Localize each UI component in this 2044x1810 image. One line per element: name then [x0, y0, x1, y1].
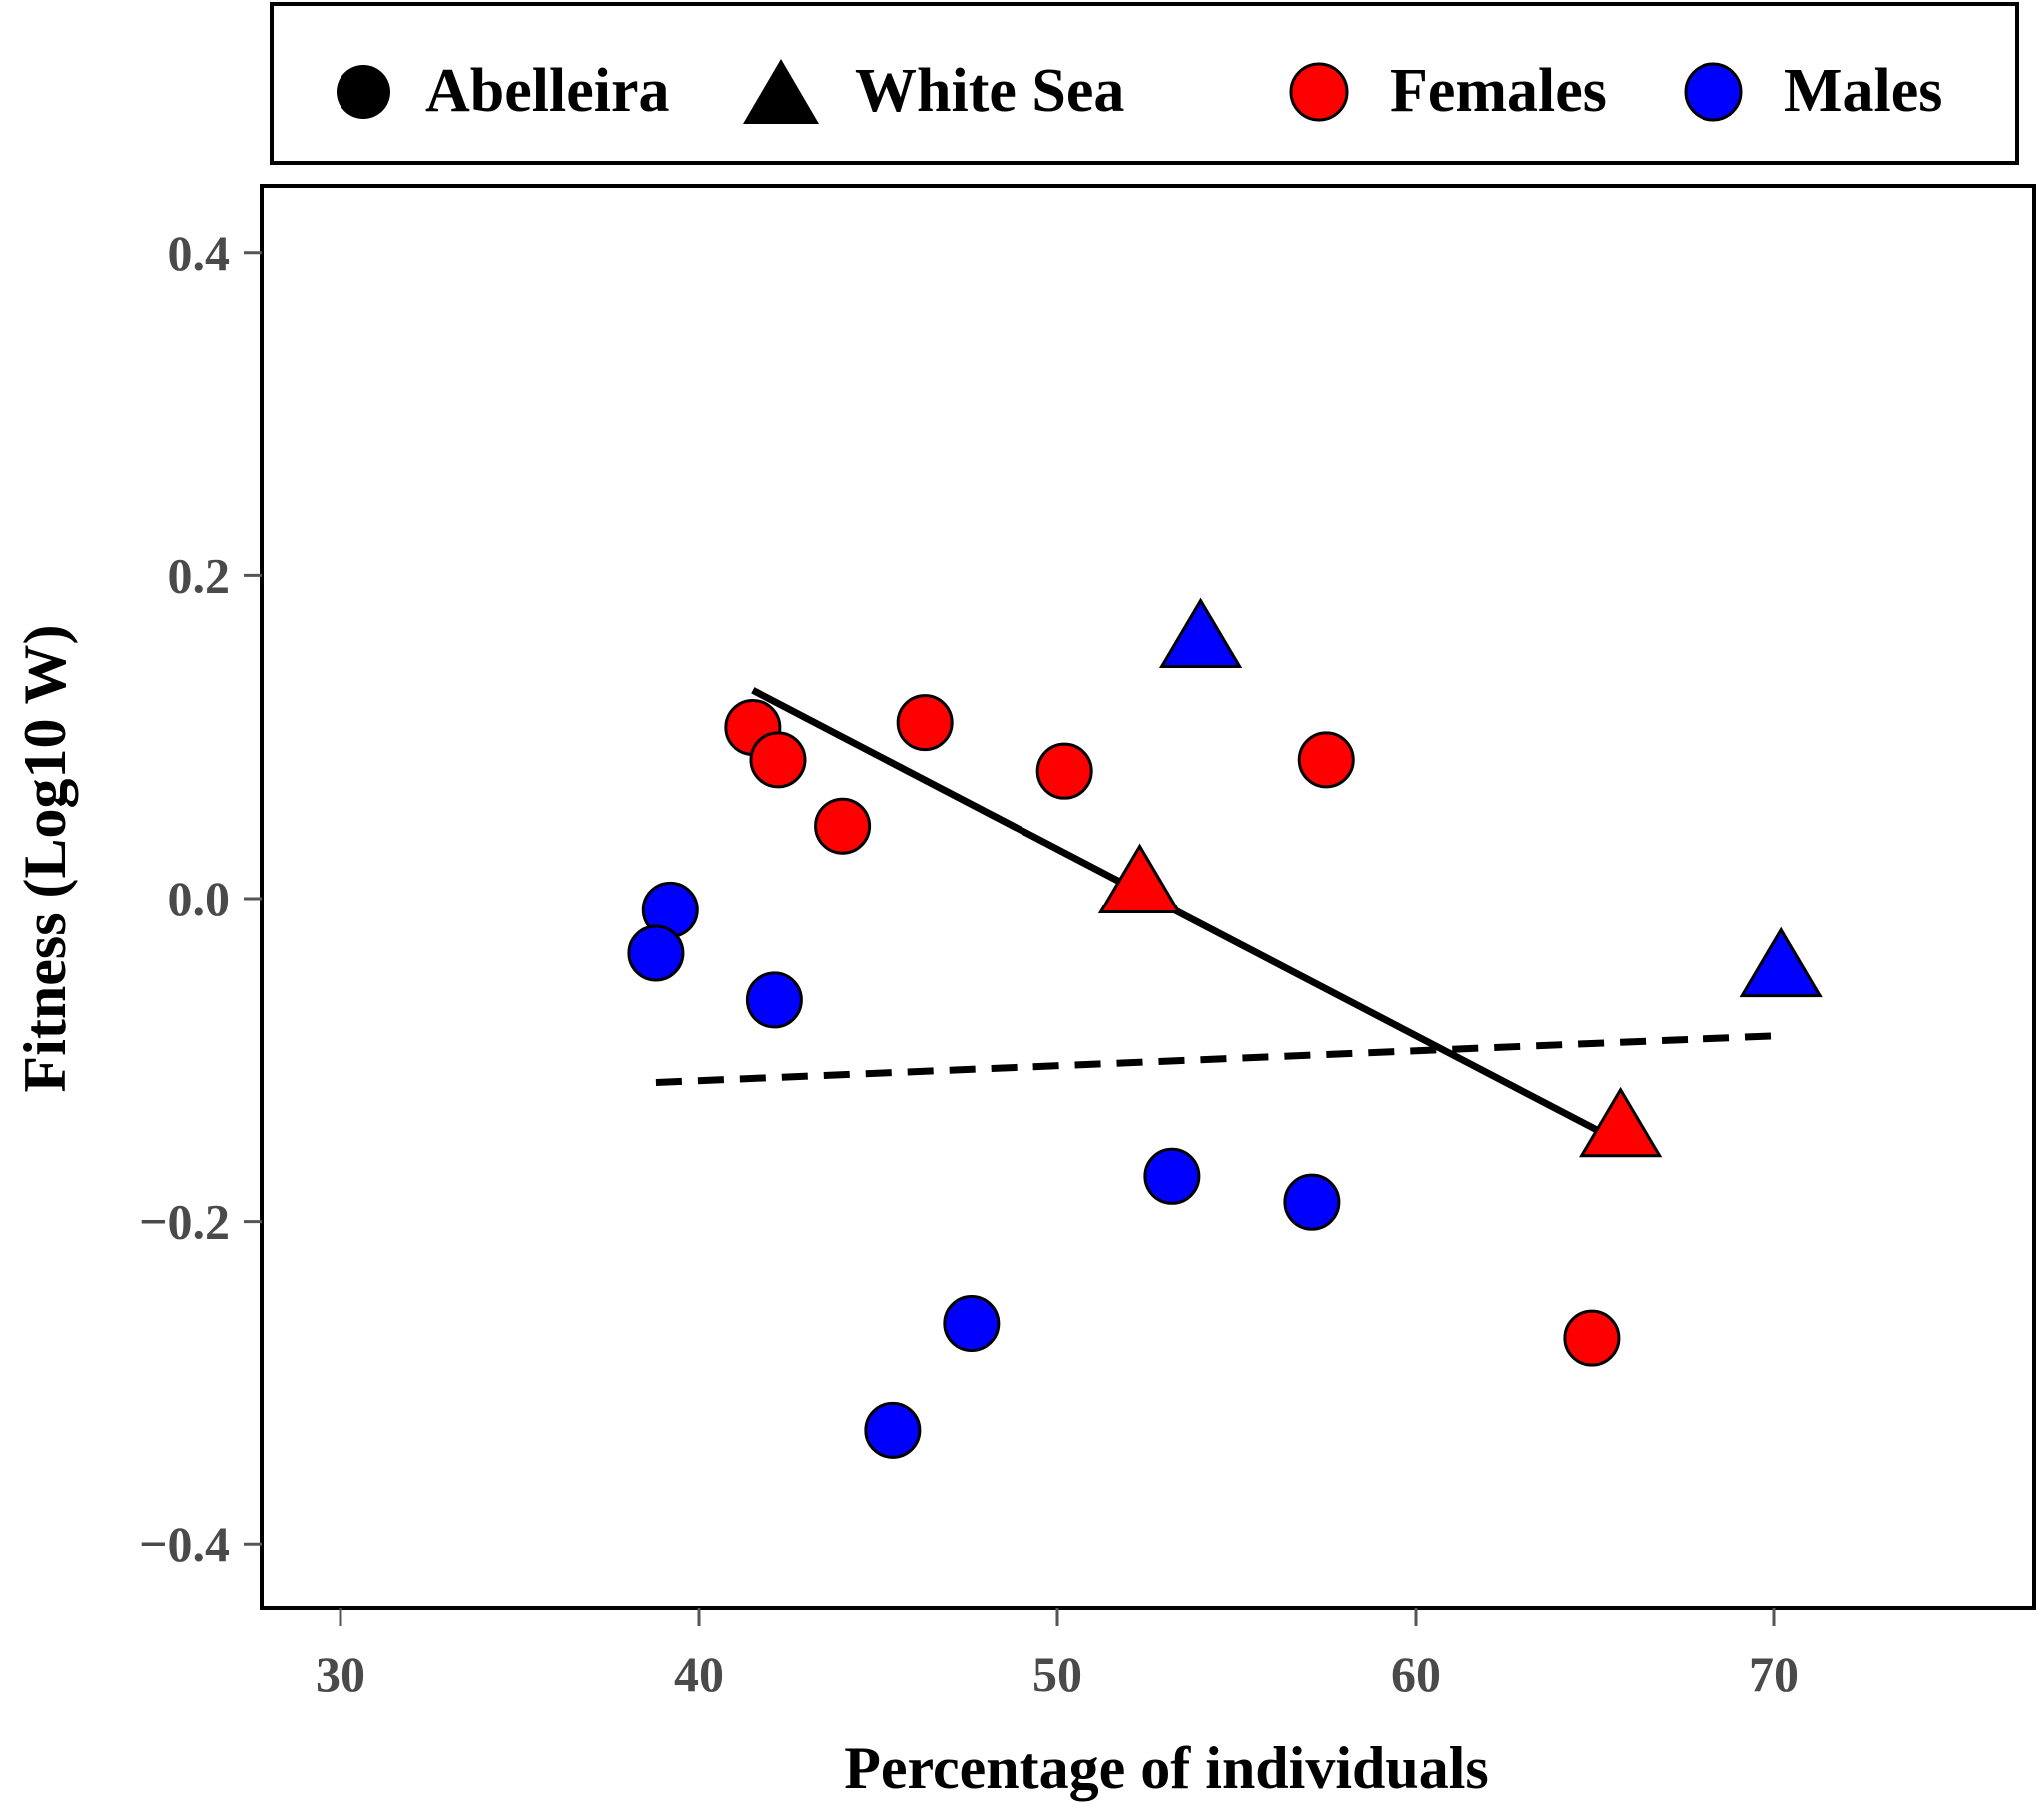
abelleira-female-point	[1297, 731, 1355, 789]
white-sea-male-point	[1158, 597, 1243, 669]
abelleira-female-point	[1035, 742, 1093, 800]
y-tick-label: 0.0	[168, 871, 231, 926]
trend-lines	[655, 687, 1782, 1146]
legend: Abelleira White Sea Females Males	[270, 2, 2019, 165]
white-sea-female-point	[1097, 843, 1182, 913]
x-tick-label: 70	[1749, 1646, 1799, 1702]
x-axis-ticks: 30 40 50 60 70	[316, 1608, 1799, 1702]
legend-label-abelleira: Abelleira	[425, 57, 670, 125]
legend-white-sea-triangle-icon	[743, 59, 819, 124]
y-axis-title: Fitness (Log10 W)	[12, 625, 78, 1093]
white-sea-female-point	[1579, 1086, 1663, 1158]
abelleira-male-point	[864, 1401, 922, 1459]
legend-males-circle-icon	[1684, 62, 1743, 122]
x-tick-label: 50	[1032, 1646, 1082, 1702]
abelleira-female-point	[896, 694, 954, 752]
abelleira-male-point	[943, 1295, 1001, 1353]
x-tick-label: 40	[674, 1646, 724, 1702]
white-sea-male-point	[1739, 926, 1823, 998]
males-trend-line	[655, 1032, 1782, 1086]
legend-label-white-sea: White Sea	[855, 57, 1124, 125]
abelleira-male-point	[627, 924, 685, 982]
y-tick-label: 0.4	[168, 225, 231, 281]
abelleira-female-point	[1563, 1309, 1621, 1367]
x-tick-label: 30	[316, 1646, 365, 1702]
abelleira-male-point	[1143, 1147, 1201, 1205]
x-tick-label: 60	[1391, 1646, 1441, 1702]
y-tick-label: −0.2	[139, 1194, 230, 1250]
abelleira-male-point	[745, 971, 803, 1029]
females-trend-line	[751, 687, 1623, 1146]
legend-label-males: Males	[1784, 57, 1942, 125]
y-tick-label: −0.4	[139, 1516, 230, 1572]
abelleira-male-point	[1283, 1173, 1341, 1231]
y-tick-label: 0.2	[168, 547, 231, 603]
data-points	[627, 597, 1823, 1459]
legend-abelleira-circle-icon	[337, 65, 390, 119]
y-axis-ticks: −0.4 −0.2 0.0 0.2 0.4	[139, 225, 262, 1572]
abelleira-female-point	[749, 731, 807, 789]
legend-females-circle-icon	[1289, 62, 1349, 122]
legend-label-females: Females	[1390, 57, 1607, 125]
abelleira-female-point	[814, 797, 872, 855]
x-axis-title: Percentage of individuals	[844, 1735, 1489, 1801]
